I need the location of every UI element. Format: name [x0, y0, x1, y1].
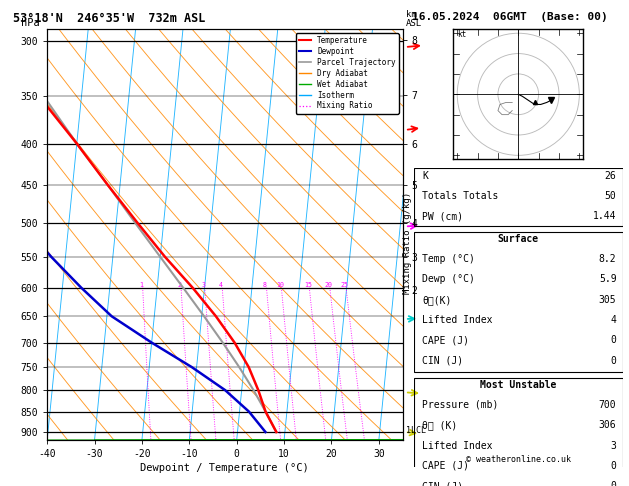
Text: Totals Totals: Totals Totals [422, 191, 499, 201]
Text: K: K [422, 171, 428, 181]
Text: 26: 26 [604, 171, 616, 181]
Text: Temp (°C): Temp (°C) [422, 254, 475, 264]
Text: 1: 1 [139, 282, 143, 288]
Text: 4: 4 [611, 315, 616, 325]
Text: km
ASL: km ASL [406, 10, 422, 28]
Text: Surface: Surface [498, 234, 539, 243]
Text: PW (cm): PW (cm) [422, 211, 464, 221]
Bar [414, 232, 623, 372]
Text: 700: 700 [599, 400, 616, 410]
Text: hPa: hPa [21, 18, 39, 28]
Text: 0: 0 [611, 461, 616, 471]
Text: © weatheronline.co.uk: © weatheronline.co.uk [466, 454, 571, 464]
Text: 0: 0 [611, 335, 616, 346]
Text: CAPE (J): CAPE (J) [422, 335, 469, 346]
Bar [414, 168, 623, 226]
Text: 2: 2 [177, 282, 182, 288]
Text: kt: kt [457, 30, 467, 39]
Legend: Temperature, Dewpoint, Parcel Trajectory, Dry Adiabat, Wet Adiabat, Isotherm, Mi: Temperature, Dewpoint, Parcel Trajectory… [296, 33, 399, 114]
Text: 3: 3 [611, 440, 616, 451]
Bar [414, 378, 623, 486]
Text: CAPE (J): CAPE (J) [422, 461, 469, 471]
Text: 20: 20 [325, 282, 332, 288]
Text: 16.05.2024  06GMT  (Base: 00): 16.05.2024 06GMT (Base: 00) [412, 12, 608, 22]
Text: 8: 8 [263, 282, 267, 288]
Text: 3: 3 [201, 282, 205, 288]
Text: 15: 15 [304, 282, 312, 288]
Text: 53°18'N  246°35'W  732m ASL: 53°18'N 246°35'W 732m ASL [13, 12, 205, 25]
Text: CIN (J): CIN (J) [422, 356, 464, 365]
Text: 306: 306 [599, 420, 616, 430]
X-axis label: Dewpoint / Temperature (°C): Dewpoint / Temperature (°C) [140, 463, 309, 473]
Text: Pressure (mb): Pressure (mb) [422, 400, 499, 410]
Text: 4: 4 [219, 282, 223, 288]
Text: 0: 0 [611, 481, 616, 486]
Text: Mixing Ratio (g/kg): Mixing Ratio (g/kg) [403, 192, 412, 294]
Text: 1LCL: 1LCL [406, 426, 426, 434]
Text: 25: 25 [341, 282, 348, 288]
Text: Dewp (°C): Dewp (°C) [422, 275, 475, 284]
Text: Lifted Index: Lifted Index [422, 315, 493, 325]
Text: Most Unstable: Most Unstable [480, 380, 557, 390]
Text: 10: 10 [276, 282, 284, 288]
Text: θᴇ (K): θᴇ (K) [422, 420, 457, 430]
Text: 5.9: 5.9 [599, 275, 616, 284]
Text: 305: 305 [599, 295, 616, 305]
Text: 50: 50 [604, 191, 616, 201]
Text: 8.2: 8.2 [599, 254, 616, 264]
Text: CIN (J): CIN (J) [422, 481, 464, 486]
Text: 0: 0 [611, 356, 616, 365]
Text: 1.44: 1.44 [593, 211, 616, 221]
Text: θᴇ(K): θᴇ(K) [422, 295, 452, 305]
Text: Lifted Index: Lifted Index [422, 440, 493, 451]
